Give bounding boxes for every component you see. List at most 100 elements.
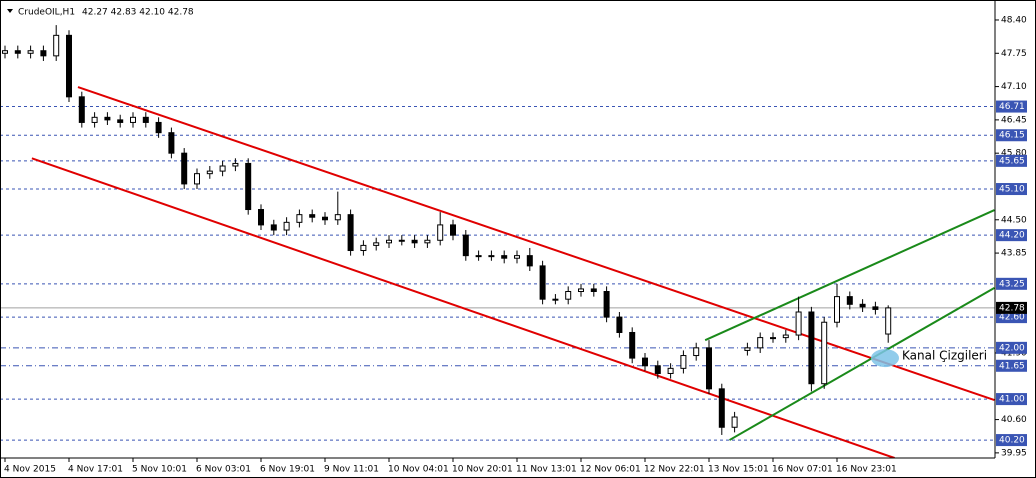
level-label-box	[996, 393, 1027, 406]
header-ohlc: 42.27 42.83 42.10 42.78	[82, 8, 194, 18]
candle-body	[142, 116, 149, 123]
x-tick-label: 10 Nov 20:01	[452, 465, 513, 475]
trendline	[728, 287, 995, 441]
candle-body	[78, 96, 85, 123]
level-label: 41.00	[999, 395, 1025, 405]
y-tick-label: 48.40	[1001, 15, 1027, 25]
candle-body	[398, 239, 405, 242]
bid-label: 42.78	[999, 303, 1025, 313]
candle-body	[642, 357, 648, 367]
level-label: 46.71	[999, 102, 1025, 112]
candle-body	[53, 34, 60, 57]
level-label-box	[996, 359, 1027, 372]
candle-body	[757, 337, 764, 349]
candle-body	[232, 162, 239, 167]
candle-body	[245, 162, 252, 211]
candle-body	[424, 239, 431, 244]
candle-body	[718, 388, 725, 428]
trendline	[704, 209, 995, 342]
candle-body	[168, 132, 175, 154]
y-tick-label: 43.85	[1001, 249, 1027, 259]
candle-body	[322, 216, 328, 221]
x-tick-label: 6 Nov 19:01	[260, 465, 315, 475]
level-label-box	[996, 154, 1027, 167]
candle-body	[795, 311, 802, 336]
level-label-box	[996, 100, 1027, 113]
candle-body	[219, 165, 226, 172]
level-label-box	[996, 129, 1027, 142]
level-label-box	[996, 183, 1027, 196]
level-label: 42.60	[999, 313, 1025, 323]
candle-body	[834, 296, 840, 323]
candle-body	[194, 173, 200, 185]
y-tick-label: 47.75	[1001, 49, 1027, 59]
candle-body	[296, 214, 303, 223]
candle-body	[206, 170, 213, 175]
candle-body	[347, 214, 354, 252]
candle-body	[872, 306, 879, 310]
candle-body	[258, 209, 264, 226]
candle-body	[885, 307, 892, 335]
candle-body	[40, 50, 47, 57]
candle-body	[501, 255, 508, 259]
candle-body	[27, 50, 34, 54]
x-tick-label: 10 Nov 04:01	[388, 465, 449, 475]
candle-body	[590, 288, 597, 293]
candle-body	[539, 265, 546, 300]
level-label: 45.65	[999, 156, 1025, 166]
level-label: 45.10	[999, 185, 1025, 195]
y-tick-label: 44.50	[1001, 215, 1027, 225]
candle-body	[373, 242, 380, 246]
x-tick-label: 4 Nov 17:01	[68, 465, 123, 475]
candle-body	[462, 234, 469, 257]
y-tick-label: 40.60	[1001, 415, 1027, 425]
candle-body	[130, 116, 136, 123]
candle-body	[104, 116, 111, 121]
trendline	[31, 157, 895, 458]
x-tick-label: 12 Nov 22:01	[644, 465, 705, 475]
bid-label-box	[996, 301, 1027, 314]
level-label: 43.25	[999, 279, 1025, 289]
candle-body	[680, 355, 687, 369]
x-tick-label: 13 Nov 15:01	[708, 465, 769, 475]
x-tick-label: 11 Nov 13:01	[516, 465, 577, 475]
candle-body	[744, 347, 751, 351]
x-tick-label: 12 Nov 06:01	[580, 465, 641, 475]
candle-body	[552, 298, 559, 301]
x-tick-label: 6 Nov 03:01	[196, 465, 251, 475]
annotation-text: Kanal Çizgileri	[902, 349, 987, 363]
candle-body	[437, 224, 444, 241]
candle-body	[450, 224, 456, 236]
menu-arrow[interactable]	[7, 9, 13, 13]
candle-body	[846, 296, 853, 305]
candle-body	[181, 152, 188, 185]
candle-body	[578, 288, 584, 293]
candle-body	[2, 50, 8, 54]
candle-body	[731, 416, 738, 428]
candle-body	[117, 119, 124, 123]
candle-body	[603, 291, 610, 318]
candle-body	[309, 214, 316, 218]
candle-body	[283, 221, 290, 231]
y-tick-label: 47.10	[1001, 82, 1027, 92]
candle-body	[629, 331, 636, 359]
candle-body	[859, 303, 866, 308]
axes: 48.4047.7547.1046.4545.8044.5043.8541.90…	[4, 15, 1027, 474]
candle-body	[514, 255, 520, 259]
candle-body	[66, 34, 72, 98]
candle-body	[488, 255, 495, 258]
y-tick-label: 46.45	[1001, 115, 1027, 125]
candle-body	[654, 365, 661, 374]
level-label-box	[996, 311, 1027, 324]
level-label-box	[996, 277, 1027, 290]
x-tick-label: 16 Nov 23:01	[836, 465, 897, 475]
level-label: 46.15	[999, 131, 1025, 141]
x-tick-label: 9 Nov 11:01	[324, 465, 379, 475]
x-tick-label: 4 Nov 2015	[4, 465, 56, 475]
x-tick-label: 5 Nov 10:01	[132, 465, 187, 475]
level-label: 42.00	[999, 343, 1025, 353]
candle-body	[334, 214, 341, 221]
candle-body	[667, 367, 674, 374]
